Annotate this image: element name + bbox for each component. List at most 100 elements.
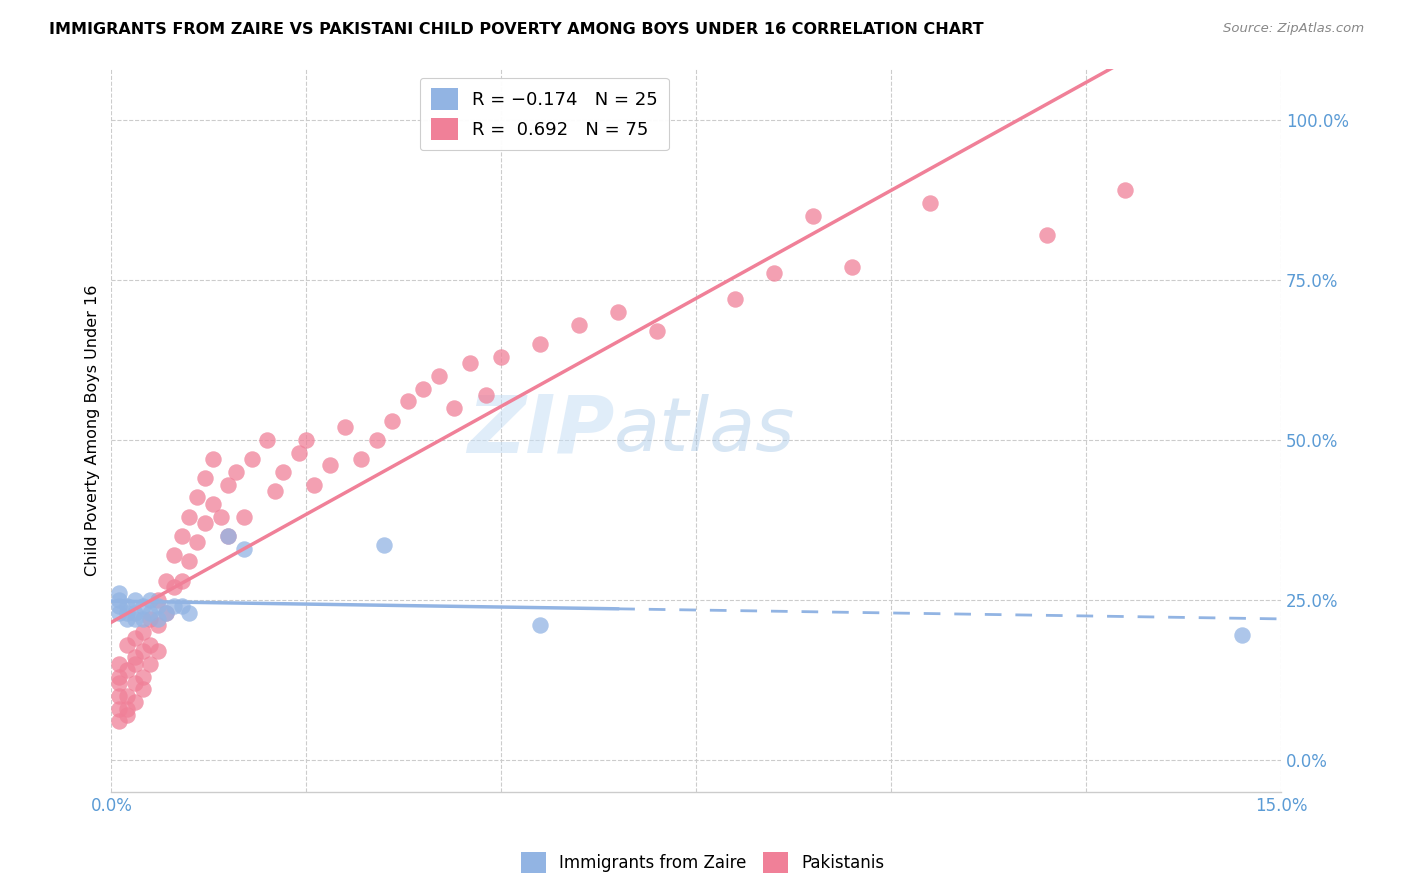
Point (607, 304, 630, 318)
Point (217, 529, 239, 543)
Point (1230, 628, 1253, 642)
Point (124, 695, 146, 709)
Point (155, 606, 177, 620)
Point (458, 356, 481, 370)
Point (427, 368, 450, 383)
Point (124, 612, 146, 626)
Point (124, 606, 146, 620)
Point (529, 336, 551, 351)
Point (131, 682, 153, 697)
Point (529, 618, 551, 632)
Point (724, 292, 747, 306)
Point (217, 477, 239, 491)
Point (115, 638, 138, 652)
Point (209, 509, 232, 524)
Point (179, 509, 201, 524)
Point (124, 631, 146, 645)
Point (115, 707, 138, 722)
Point (163, 580, 186, 594)
Point (920, 195, 942, 210)
Point (179, 606, 201, 620)
Point (194, 471, 217, 485)
Point (131, 599, 153, 613)
Point (233, 509, 256, 524)
Point (139, 657, 162, 671)
Point (139, 592, 162, 607)
Point (335, 420, 357, 434)
Point (108, 592, 131, 607)
Text: ZIP: ZIP (467, 391, 614, 469)
Point (474, 388, 496, 402)
Point (148, 592, 170, 607)
Point (801, 209, 824, 223)
Point (131, 644, 153, 658)
Text: atlas: atlas (614, 394, 796, 467)
Legend: R = −0.174   N = 25, R =  0.692   N = 75: R = −0.174 N = 25, R = 0.692 N = 75 (419, 78, 669, 151)
Point (217, 529, 239, 543)
Point (271, 465, 294, 479)
Point (186, 491, 208, 505)
Point (170, 574, 193, 588)
Point (148, 618, 170, 632)
Point (131, 669, 153, 683)
Point (163, 548, 186, 562)
Point (170, 599, 193, 613)
Point (443, 401, 465, 415)
Point (1036, 227, 1059, 242)
Point (256, 433, 278, 447)
Point (170, 529, 193, 543)
Point (115, 612, 138, 626)
Point (201, 451, 224, 466)
Point (233, 541, 256, 556)
Point (568, 318, 591, 332)
Point (396, 394, 419, 409)
Point (124, 650, 146, 665)
Point (139, 638, 162, 652)
Y-axis label: Child Poverty Among Boys Under 16: Child Poverty Among Boys Under 16 (86, 285, 100, 576)
Point (366, 433, 388, 447)
Point (148, 599, 170, 613)
Point (131, 612, 153, 626)
Point (108, 689, 131, 703)
Point (148, 612, 170, 626)
Point (139, 612, 162, 626)
Point (287, 445, 309, 459)
Point (131, 624, 153, 639)
Point (763, 266, 786, 280)
Legend: Immigrants from Zaire, Pakistanis: Immigrants from Zaire, Pakistanis (515, 846, 891, 880)
Point (139, 606, 162, 620)
Point (201, 497, 224, 511)
Point (155, 574, 177, 588)
Point (108, 701, 131, 715)
Point (194, 516, 217, 530)
Point (115, 599, 138, 613)
Point (108, 676, 131, 690)
Point (225, 465, 247, 479)
Point (115, 689, 138, 703)
Point (115, 606, 138, 620)
Point (155, 606, 177, 620)
Point (115, 701, 138, 715)
Point (108, 714, 131, 729)
Point (841, 260, 863, 274)
Point (645, 324, 668, 338)
Point (302, 477, 325, 491)
Point (491, 350, 513, 364)
Point (124, 676, 146, 690)
Text: Source: ZipAtlas.com: Source: ZipAtlas.com (1223, 22, 1364, 36)
Point (148, 644, 170, 658)
Point (381, 413, 404, 427)
Point (108, 669, 131, 683)
Point (295, 433, 318, 447)
Point (124, 592, 146, 607)
Point (163, 599, 186, 613)
Point (350, 451, 373, 466)
Point (186, 535, 208, 549)
Point (124, 657, 146, 671)
Point (319, 458, 342, 473)
Text: IMMIGRANTS FROM ZAIRE VS PAKISTANI CHILD POVERTY AMONG BOYS UNDER 16 CORRELATION: IMMIGRANTS FROM ZAIRE VS PAKISTANI CHILD… (49, 22, 984, 37)
Point (108, 586, 131, 600)
Point (115, 663, 138, 677)
Point (108, 657, 131, 671)
Point (240, 451, 263, 466)
